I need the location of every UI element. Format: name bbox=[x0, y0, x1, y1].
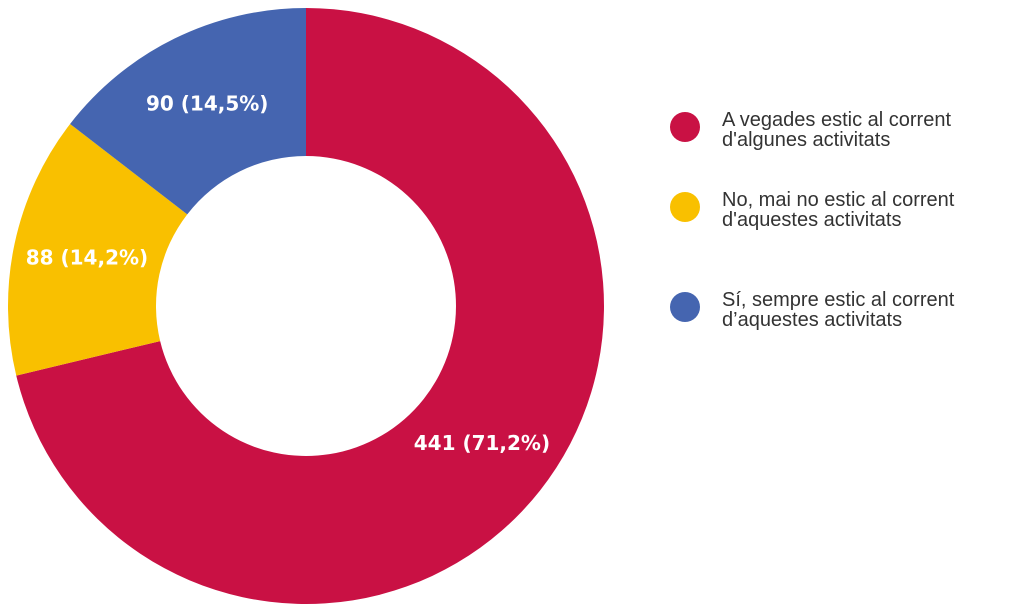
value-label: 90 (14,5%) bbox=[146, 91, 268, 115]
legend-label: A vegades estic al corrent d'algunes act… bbox=[722, 109, 952, 151]
legend-item: Sí, sempre estic al corrent d’aquestes a… bbox=[670, 290, 1020, 330]
slice bbox=[7, 123, 188, 376]
value-label: 441 (71,2%) bbox=[414, 431, 550, 455]
legend-swatch bbox=[670, 112, 700, 142]
slice bbox=[16, 8, 605, 604]
legend-item: No, mai no estic al corrent d'aquestes a… bbox=[670, 190, 1020, 230]
value-label: 88 (14,2%) bbox=[26, 246, 148, 270]
legend-swatch bbox=[670, 192, 700, 222]
legend-label: No, mai no estic al corrent d'aquestes a… bbox=[722, 189, 955, 231]
slice bbox=[70, 8, 306, 215]
donut: 441 (71,2%) 88 (14,2%) 90 (14,5%) bbox=[7, 8, 605, 604]
legend-item: A vegades estic al corrent d'algunes act… bbox=[670, 110, 1020, 150]
legend-label: Sí, sempre estic al corrent d’aquestes a… bbox=[722, 289, 955, 331]
legend-swatch bbox=[670, 292, 700, 322]
